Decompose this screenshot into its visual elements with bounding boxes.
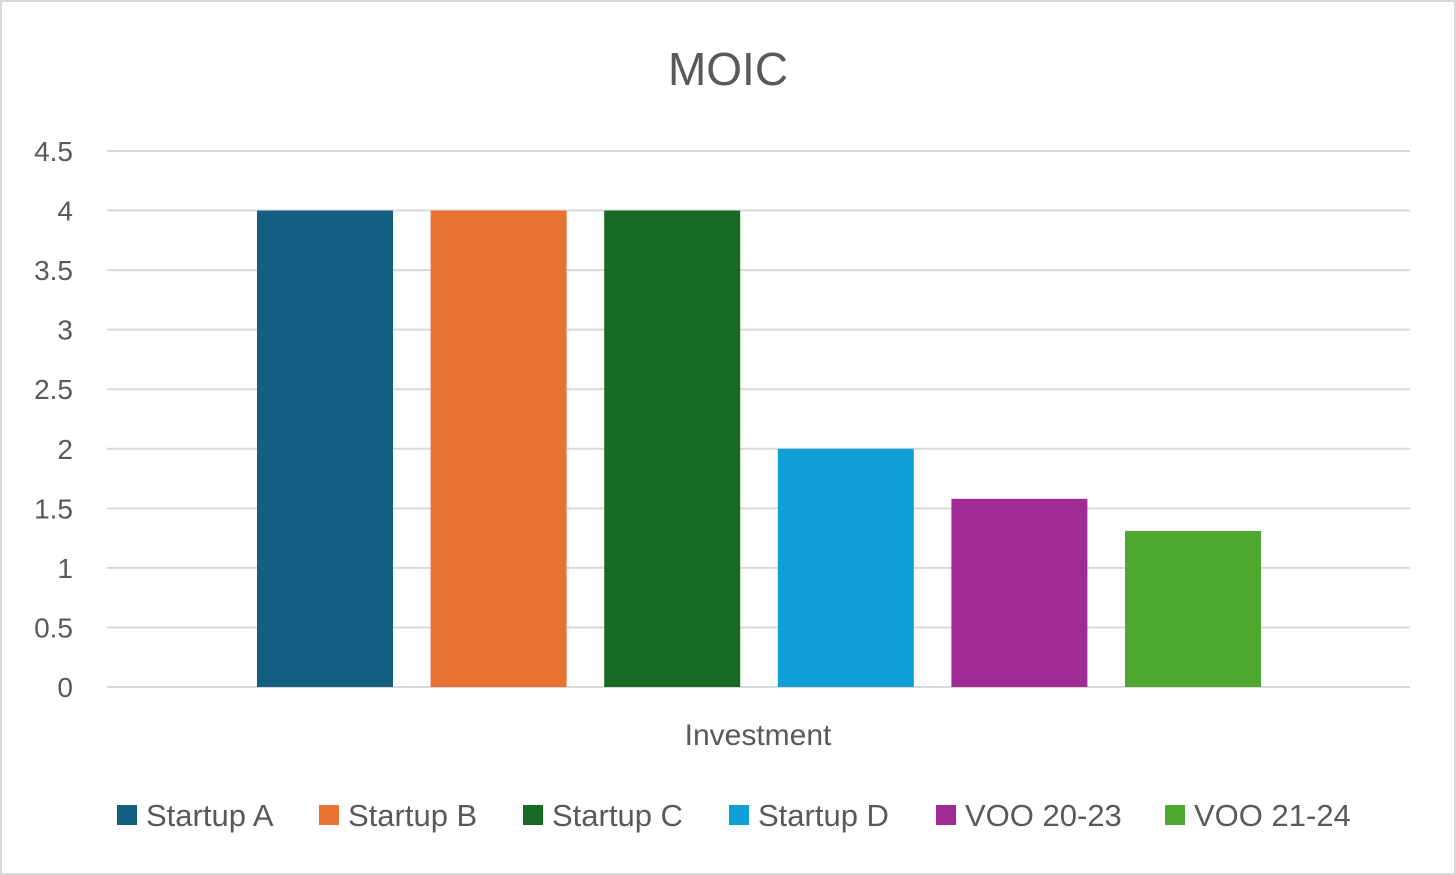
y-tick-label: 4 [57, 196, 73, 227]
legend-swatch [319, 805, 339, 825]
y-tick-label: 4.5 [34, 136, 73, 167]
legend-swatch [729, 805, 749, 825]
bar-startup-a [257, 210, 393, 688]
legend-label: VOO 20-23 [965, 798, 1122, 833]
x-axis-label: Investment [685, 719, 832, 752]
legend-swatch [523, 805, 543, 825]
bar-startup-c [604, 210, 741, 688]
y-tick-label: 1.5 [34, 493, 73, 524]
legend: Startup A Startup B Startup C Startup D VOO … [117, 798, 1351, 833]
y-tick-label: 3 [57, 315, 73, 346]
y-tick-label: 2.5 [34, 374, 73, 405]
legend-label: Startup B [348, 798, 477, 833]
bar-startup-d [777, 448, 914, 687]
bar-voo-21-24 [1125, 530, 1261, 687]
y-tick-label: 1 [57, 553, 73, 584]
bar-startup-b [430, 210, 567, 688]
legend-label: Startup C [552, 798, 683, 833]
legend-label: Startup D [758, 798, 889, 833]
legend-swatch [117, 805, 137, 825]
legend-label: Startup A [146, 798, 274, 833]
chart-title: MOIC [668, 43, 788, 95]
y-tick-label: 0 [57, 672, 73, 703]
legend-swatch [1165, 805, 1185, 825]
legend-swatch [936, 805, 956, 825]
y-axis-ticks: 0 0.5 1 1.5 2 2.5 3 3.5 4 4.5 [34, 136, 73, 703]
y-tick-label: 2 [57, 434, 73, 465]
legend-label: VOO 21-24 [1194, 798, 1351, 833]
y-tick-label: 0.5 [34, 612, 73, 643]
y-tick-label: 3.5 [34, 255, 73, 286]
bar-voo-20-23 [951, 498, 1088, 687]
bars [257, 210, 1261, 688]
